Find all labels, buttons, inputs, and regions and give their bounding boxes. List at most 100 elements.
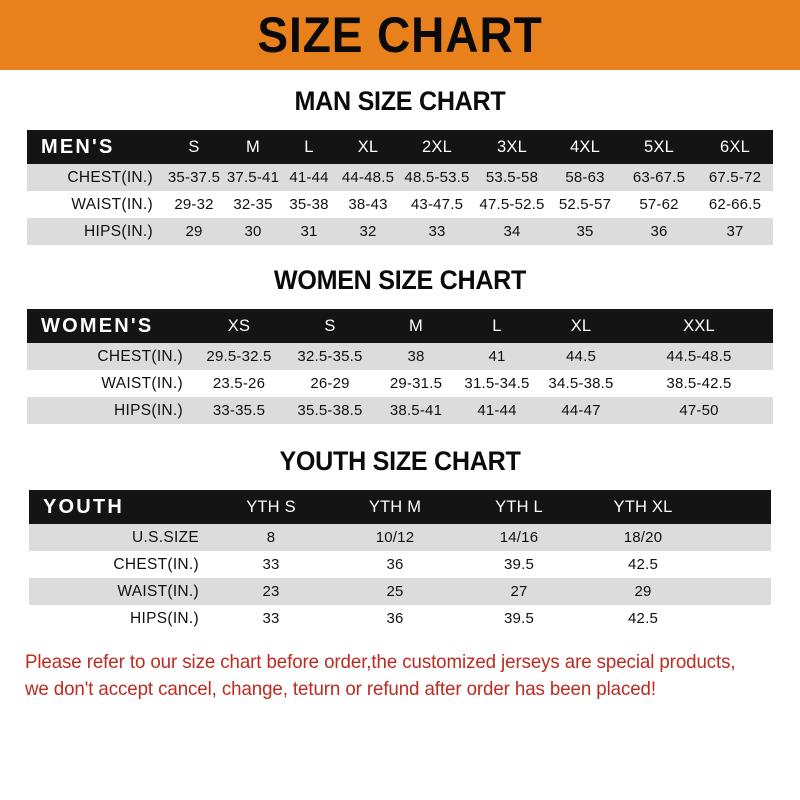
table-cell: 23 [262, 583, 280, 600]
order-notice: Please refer to our size chart before or… [0, 649, 768, 703]
youth-col-s: YTH S [246, 497, 296, 516]
row-label: HIPS(IN.) [83, 222, 153, 240]
table-cell: 44.5-48.5 [666, 348, 732, 365]
men-col-5xl: 5XL [644, 137, 674, 156]
men-table-body: CHEST(IN.) 35-37.5 37.5-41 41-44 44-48.5… [27, 164, 773, 245]
table-cell: 33 [428, 223, 446, 240]
women-col-xs: XS [227, 316, 251, 335]
table-header-row: WOMEN'S XS S M L XL XXL [27, 309, 773, 343]
table-header-row: YOUTH YTH S YTH M YTH L YTH XL [29, 490, 771, 524]
table-cell: 29.5-32.5 [206, 348, 272, 365]
table-cell: 39.5 [504, 556, 534, 573]
men-col-3xl: 3XL [497, 137, 527, 156]
table-cell: 47-50 [679, 402, 719, 419]
men-section-title: MAN SIZE CHART [294, 86, 506, 116]
youth-table-body: U.S.SIZE 8 10/12 14/16 18/20 CHEST(IN.) … [29, 524, 771, 632]
table-cell: 27 [510, 583, 528, 600]
table-cell: 39.5 [504, 610, 534, 627]
table-cell: 36 [386, 556, 404, 573]
table-cell: 38 [407, 348, 425, 365]
men-size-table: MEN'S S M L XL 2XL 3XL 4XL 5XL 6XL CHEST… [27, 130, 773, 245]
table-cell [705, 605, 771, 632]
table-cell: 34.5-38.5 [548, 375, 614, 392]
row-label: CHEST(IN.) [113, 555, 199, 573]
youth-col-empty [705, 490, 771, 524]
table-cell: 41 [488, 348, 506, 365]
women-col-xxl: XXL [683, 316, 715, 335]
row-label: HIPS(IN.) [129, 609, 199, 627]
table-cell: 38.5-42.5 [666, 375, 732, 392]
table-cell: 57-62 [639, 196, 679, 213]
table-cell: 30 [244, 223, 262, 240]
men-col-6xl: 6XL [720, 137, 750, 156]
women-col-l: L [492, 316, 502, 335]
youth-table-header: YOUTH YTH S YTH M YTH L YTH XL [29, 490, 771, 524]
youth-size-table-block: YOUTH YTH S YTH M YTH L YTH XL U.S.SIZE … [29, 490, 771, 632]
men-col-m: M [246, 137, 260, 156]
men-table-header: MEN'S S M L XL 2XL 3XL 4XL 5XL 6XL [27, 130, 773, 164]
row-label: WAIST(IN.) [101, 374, 183, 392]
women-section-title: WOMEN SIZE CHART [273, 265, 527, 295]
table-cell: 34 [503, 223, 521, 240]
table-cell: 62-66.5 [708, 196, 762, 213]
youth-col-xl: YTH XL [613, 497, 673, 516]
table-row: HIPS(IN.) 29 30 31 32 33 34 35 36 37 [27, 218, 773, 245]
women-col-s: S [324, 316, 336, 335]
row-label: HIPS(IN.) [113, 401, 183, 419]
men-category-label: MEN'S [41, 135, 115, 158]
table-header-row: MEN'S S M L XL 2XL 3XL 4XL 5XL 6XL [27, 130, 773, 164]
table-cell: 35-37.5 [167, 169, 221, 186]
table-row: CHEST(IN.) 35-37.5 37.5-41 41-44 44-48.5… [27, 164, 773, 191]
table-cell: 44-48.5 [341, 169, 395, 186]
men-col-l: L [304, 137, 314, 156]
women-size-table: WOMEN'S XS S M L XL XXL CHEST(IN.) 29.5-… [27, 309, 773, 424]
table-cell: 29 [185, 223, 203, 240]
row-label: CHEST(IN.) [97, 347, 183, 365]
table-cell: 31 [300, 223, 318, 240]
table-cell: 38.5-41 [389, 402, 443, 419]
table-cell: 42.5 [628, 556, 658, 573]
row-label: U.S.SIZE [132, 528, 199, 546]
table-row: CHEST(IN.) 33 36 39.5 42.5 [29, 551, 771, 578]
table-cell: 33 [262, 610, 280, 627]
table-cell: 25 [386, 583, 404, 600]
table-cell: 31.5-34.5 [464, 375, 530, 392]
women-col-m: M [409, 316, 423, 335]
table-cell: 10/12 [375, 529, 415, 546]
table-row: WAIST(IN.) 29-32 32-35 35-38 38-43 43-47… [27, 191, 773, 218]
table-cell: 67.5-72 [708, 169, 762, 186]
table-cell: 41-44 [477, 402, 517, 419]
table-cell: 8 [266, 529, 276, 546]
men-col-4xl: 4XL [570, 137, 600, 156]
women-size-table-block: WOMEN'S XS S M L XL XXL CHEST(IN.) 29.5-… [27, 309, 773, 424]
women-table-header: WOMEN'S XS S M L XL XXL [27, 309, 773, 343]
table-cell: 29-31.5 [389, 375, 443, 392]
youth-size-table: YOUTH YTH S YTH M YTH L YTH XL U.S.SIZE … [29, 490, 771, 632]
table-row: HIPS(IN.) 33-35.5 35.5-38.5 38.5-41 41-4… [27, 397, 773, 424]
row-label: WAIST(IN.) [71, 195, 153, 213]
table-cell: 35.5-38.5 [297, 402, 363, 419]
women-table-body: CHEST(IN.) 29.5-32.5 32.5-35.5 38 41 44.… [27, 343, 773, 424]
row-label: WAIST(IN.) [117, 582, 199, 600]
table-cell: 32.5-35.5 [297, 348, 363, 365]
table-cell: 29 [634, 583, 652, 600]
table-cell: 63-67.5 [632, 169, 686, 186]
table-row: HIPS(IN.) 33 36 39.5 42.5 [29, 605, 771, 632]
men-col-2xl: 2XL [422, 137, 452, 156]
table-cell: 44-47 [561, 402, 601, 419]
youth-category-label: YOUTH [43, 495, 124, 518]
table-cell: 33-35.5 [212, 402, 266, 419]
table-cell: 36 [650, 223, 668, 240]
table-cell: 23.5-26 [212, 375, 266, 392]
table-row: CHEST(IN.) 29.5-32.5 32.5-35.5 38 41 44.… [27, 343, 773, 370]
table-cell: 53.5-58 [485, 169, 539, 186]
table-cell: 44.5 [566, 348, 596, 365]
table-cell [705, 578, 771, 605]
order-notice-line-2: we don't accept cancel, change, teturn o… [24, 678, 656, 700]
men-col-xl: XL [357, 137, 379, 156]
table-row: WAIST(IN.) 23.5-26 26-29 29-31.5 31.5-34… [27, 370, 773, 397]
table-cell: 42.5 [628, 610, 658, 627]
table-cell: 14/16 [499, 529, 539, 546]
table-cell: 35-38 [289, 196, 329, 213]
